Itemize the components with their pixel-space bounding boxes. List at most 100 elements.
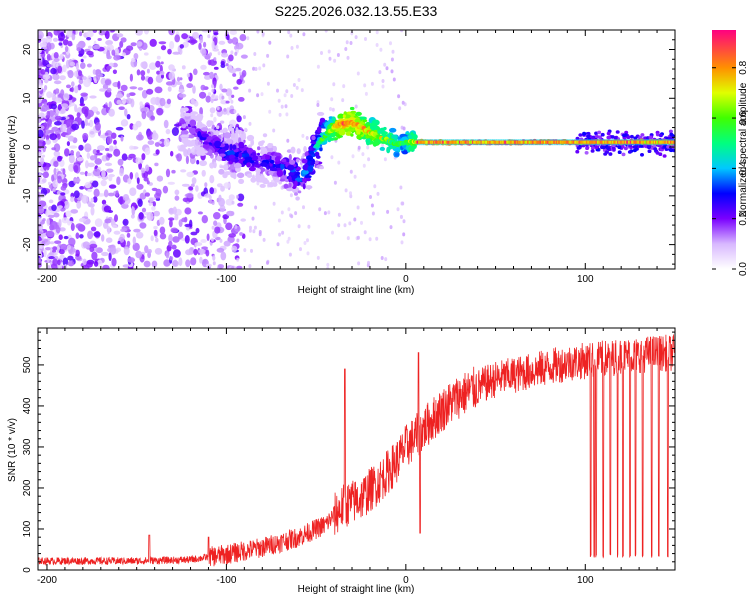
spectrogram-x-label: Height of straight line (km) [298, 285, 415, 296]
noise-point [116, 33, 124, 38]
noise-point [283, 93, 287, 98]
noise-point [105, 40, 113, 46]
ridge-point [244, 156, 253, 161]
noise-point [277, 218, 281, 223]
noise-point [228, 233, 237, 238]
noise-point [133, 53, 139, 60]
noise-point [42, 171, 49, 179]
noise-point [46, 35, 52, 44]
noise-point [381, 79, 385, 83]
noise-point [390, 57, 394, 62]
spectrogram-x-tick-label: 0 [403, 274, 409, 285]
noise-point [93, 188, 100, 197]
noise-point [62, 168, 66, 175]
noise-point [174, 34, 180, 43]
band-core [602, 140, 604, 144]
noise-point [97, 259, 103, 268]
noise-point [68, 237, 76, 247]
noise-point [39, 42, 47, 48]
band-core [511, 140, 514, 144]
noise-point [268, 40, 272, 45]
noise-point [104, 30, 110, 40]
band-point [611, 146, 616, 151]
band-core [540, 140, 543, 144]
band-core [645, 140, 647, 144]
noise-point [139, 222, 147, 229]
noise-point [60, 185, 67, 191]
noise-point [184, 207, 192, 215]
band-core [507, 140, 509, 144]
band-point [633, 136, 638, 140]
band-core [644, 140, 646, 144]
noise-point [212, 255, 216, 261]
noise-point [289, 193, 293, 198]
noise-point [323, 211, 327, 216]
band-point [600, 132, 605, 137]
noise-point [126, 240, 131, 247]
noise-point [105, 237, 113, 243]
colorbar-tick-label: 0.6 [738, 111, 749, 125]
band-core [431, 140, 433, 144]
noise-point [78, 70, 83, 77]
noise-point [175, 81, 183, 86]
band-point [597, 135, 602, 139]
noise-point [154, 86, 163, 94]
noise-point [203, 41, 207, 48]
ridge-point [286, 187, 294, 192]
ridge-point [319, 166, 324, 170]
ridge-point [290, 146, 296, 154]
noise-point [82, 241, 90, 249]
noise-point [76, 156, 84, 162]
ridge-point [208, 120, 214, 126]
noise-point [211, 93, 215, 98]
noise-point [106, 44, 114, 51]
ridge-point [379, 146, 385, 151]
spectrogram-ridge [313, 120, 675, 149]
noise-point [207, 34, 211, 39]
noise-point [186, 171, 195, 178]
noise-point [70, 196, 75, 203]
noise-point [107, 210, 114, 213]
noise-point [272, 128, 276, 133]
ridge-point [310, 161, 314, 166]
noise-point [253, 225, 257, 230]
noise-point [53, 150, 60, 157]
band-point [646, 144, 651, 148]
noise-point [43, 248, 47, 258]
noise-point [337, 160, 341, 165]
band-core [596, 140, 599, 144]
noise-point [159, 70, 165, 76]
spectrogram-y-tick-label: 10 [22, 92, 33, 104]
noise-point [46, 218, 50, 227]
band-core [638, 140, 641, 144]
noise-point [165, 168, 171, 178]
noise-point [47, 214, 55, 218]
band-core [559, 140, 561, 144]
band-core [609, 140, 612, 144]
noise-point [369, 195, 372, 199]
noise-point [400, 240, 404, 245]
noise-point [150, 115, 155, 120]
band-core [464, 140, 466, 144]
ridge-point [229, 143, 233, 151]
noise-point [149, 197, 154, 203]
band-core [589, 140, 591, 144]
noise-point [258, 66, 262, 71]
band-point [594, 134, 599, 139]
noise-point [375, 30, 379, 35]
snr-chart: -200 -100 0 100 0 100 200 300 400 500 Height of s… [7, 327, 676, 595]
noise-point [92, 149, 98, 155]
noise-point [200, 84, 206, 91]
band-core [526, 140, 529, 144]
ridge-point [295, 196, 300, 201]
band-core [532, 140, 534, 144]
band-point [606, 131, 611, 136]
noise-point [38, 257, 42, 263]
noise-point [123, 246, 130, 256]
noise-point [52, 37, 59, 42]
band-core [473, 140, 475, 144]
noise-point [97, 145, 105, 151]
ridge-point [250, 156, 259, 161]
band-core [611, 140, 614, 144]
